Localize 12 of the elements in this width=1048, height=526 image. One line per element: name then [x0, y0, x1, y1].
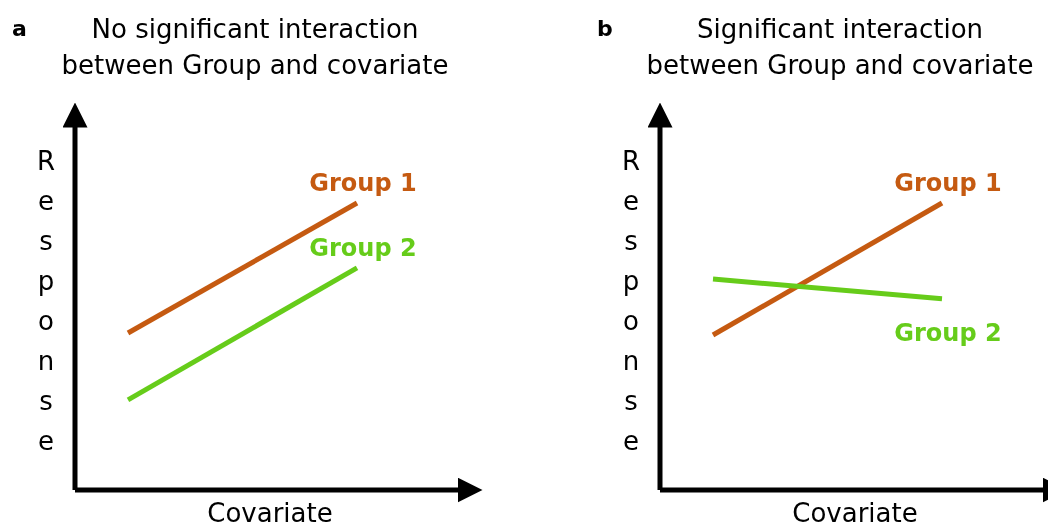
text: a [12, 16, 27, 41]
text: b [597, 16, 613, 41]
y-axis-title: Response [621, 146, 641, 456]
chart-title: Significant interaction between Group and covariate [646, 14, 1034, 80]
chart-title: No significant interaction between Group and covariate [61, 14, 449, 80]
series-label: Group 1 [894, 169, 1002, 197]
x-axis-title: Covariate [792, 498, 918, 526]
series-label: Group 2 [309, 233, 417, 262]
series-label: Group 1 [309, 169, 417, 197]
x-axis-title: Covariate [207, 498, 333, 526]
series-label: Group 2 [894, 318, 1002, 347]
y-axis-title: Response [36, 146, 56, 456]
